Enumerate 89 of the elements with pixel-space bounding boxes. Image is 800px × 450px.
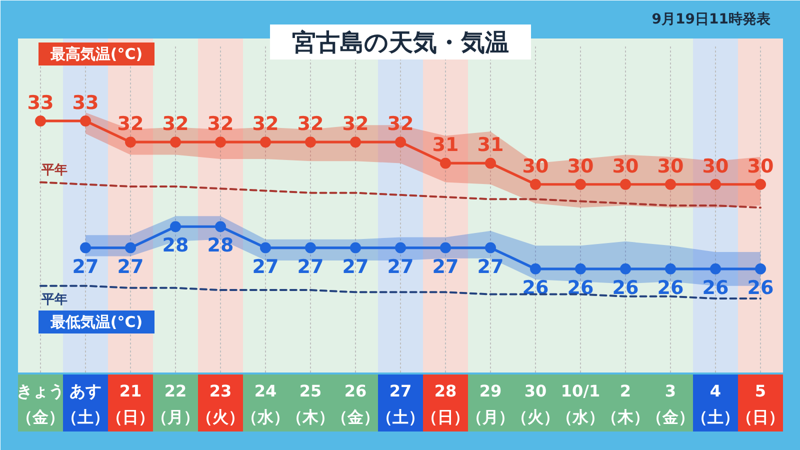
point bbox=[755, 263, 766, 274]
data-label: 32 bbox=[207, 113, 234, 136]
x-tick-label: 29（月） bbox=[466, 382, 514, 426]
x-tick-label: 26（金） bbox=[332, 382, 380, 426]
data-label: 26 bbox=[522, 276, 549, 299]
x-tick-label: きょう（金） bbox=[16, 382, 64, 426]
point bbox=[575, 263, 586, 274]
data-label: 32 bbox=[297, 113, 324, 136]
x-tick-label: 27（土） bbox=[376, 382, 424, 426]
data-label: 31 bbox=[477, 134, 504, 156]
text: 最低気温(°C) bbox=[49, 313, 143, 331]
x-tick-label: 10/1（水） bbox=[556, 382, 604, 426]
point bbox=[125, 136, 136, 148]
x-tick-label: 22（月） bbox=[152, 382, 200, 426]
point bbox=[665, 178, 676, 190]
point bbox=[215, 136, 226, 148]
data-label: 27 bbox=[477, 256, 504, 278]
data-label: 27 bbox=[117, 256, 144, 278]
data-label: 28 bbox=[207, 234, 234, 257]
data-label: 27 bbox=[387, 256, 414, 278]
text: 最高気温(°C) bbox=[49, 45, 143, 63]
x-tick-label: 25（木） bbox=[286, 382, 334, 426]
point bbox=[305, 136, 316, 148]
data-label: 26 bbox=[567, 276, 594, 299]
data-label: 31 bbox=[432, 134, 459, 156]
point bbox=[395, 242, 406, 254]
point bbox=[665, 263, 676, 274]
point bbox=[440, 158, 451, 169]
point bbox=[485, 158, 496, 169]
chart-title: 宮古島の天気・気温 bbox=[292, 28, 509, 56]
data-label: 28 bbox=[162, 234, 189, 257]
data-label: 27 bbox=[342, 256, 369, 278]
point bbox=[485, 242, 496, 254]
point bbox=[755, 178, 766, 190]
x-tick-label: あす（土） bbox=[62, 382, 110, 426]
data-label: 32 bbox=[387, 113, 414, 136]
data-label: 30 bbox=[657, 155, 684, 178]
data-label: 27 bbox=[297, 256, 324, 278]
data-label: 33 bbox=[27, 92, 54, 114]
point bbox=[170, 221, 181, 232]
data-label: 30 bbox=[702, 155, 729, 178]
data-label: 26 bbox=[657, 276, 684, 299]
x-tick-label: 21（日） bbox=[106, 382, 154, 426]
text: 9月19日11時発表 bbox=[652, 12, 772, 28]
data-label: 27 bbox=[432, 256, 459, 278]
data-label: 26 bbox=[702, 276, 729, 299]
data-label: 26 bbox=[747, 276, 774, 299]
point bbox=[215, 221, 226, 232]
data-label: 30 bbox=[612, 155, 639, 178]
data-label: 30 bbox=[567, 155, 594, 178]
data-label: 32 bbox=[342, 113, 369, 136]
point bbox=[80, 115, 91, 126]
data-label: 32 bbox=[162, 113, 189, 136]
point bbox=[260, 242, 271, 254]
data-label: 27 bbox=[72, 256, 99, 278]
data-label: 26 bbox=[612, 276, 639, 299]
point bbox=[710, 263, 721, 274]
point bbox=[575, 178, 586, 190]
point bbox=[530, 178, 541, 190]
series-label: 平年 bbox=[40, 162, 68, 178]
x-tick-label: 4（土） bbox=[692, 382, 740, 426]
point bbox=[620, 263, 631, 274]
point bbox=[170, 136, 181, 148]
point bbox=[35, 115, 46, 126]
point bbox=[530, 263, 541, 274]
x-tick-label: 2（木） bbox=[602, 382, 650, 426]
point bbox=[350, 136, 361, 148]
series-label: 平年 bbox=[40, 292, 68, 308]
data-label: 32 bbox=[252, 113, 279, 136]
data-label: 30 bbox=[747, 155, 774, 178]
x-tick-label: 30（火） bbox=[512, 382, 560, 426]
point bbox=[305, 242, 316, 254]
x-tick-label: 5（日） bbox=[736, 382, 784, 426]
point bbox=[125, 242, 136, 254]
point bbox=[620, 178, 631, 190]
x-tick-label: 24（水） bbox=[242, 382, 290, 426]
point bbox=[710, 178, 721, 190]
x-tick-label: 28（日） bbox=[422, 382, 470, 426]
data-label: 27 bbox=[252, 256, 279, 278]
point bbox=[395, 136, 406, 148]
data-label: 30 bbox=[522, 155, 549, 178]
data-label: 33 bbox=[72, 92, 99, 114]
point bbox=[350, 242, 361, 254]
data-label: 32 bbox=[117, 113, 144, 136]
point bbox=[260, 136, 271, 148]
point bbox=[440, 242, 451, 254]
x-tick-label: 23（火） bbox=[196, 382, 244, 426]
point bbox=[80, 242, 91, 254]
x-tick-label: 3（金） bbox=[646, 382, 694, 426]
